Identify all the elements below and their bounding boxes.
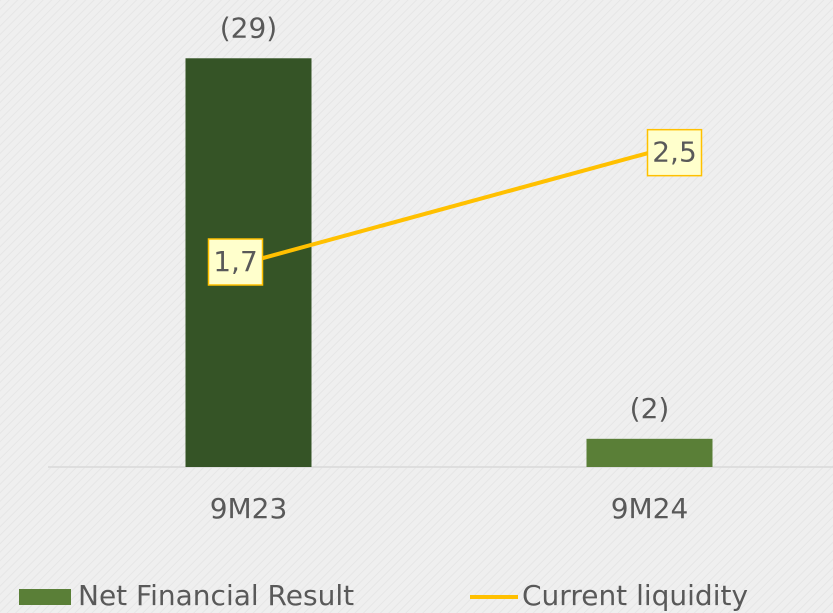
data-label: (2) (630, 392, 670, 425)
legend-label: Net Financial Result (78, 579, 354, 612)
bar (586, 438, 713, 467)
data-label: 2,5 (652, 136, 697, 169)
x-tick-label: 9M23 (210, 492, 288, 525)
line (247, 150, 651, 264)
legend-swatch (19, 589, 71, 605)
data-label: (29) (220, 11, 277, 44)
data-label-box (646, 128, 703, 177)
data-label-box (207, 238, 264, 286)
data-label: 1,7 (213, 245, 258, 278)
x-tick-label: 9M24 (611, 492, 689, 525)
legend-label: Current liquidity (522, 579, 748, 612)
